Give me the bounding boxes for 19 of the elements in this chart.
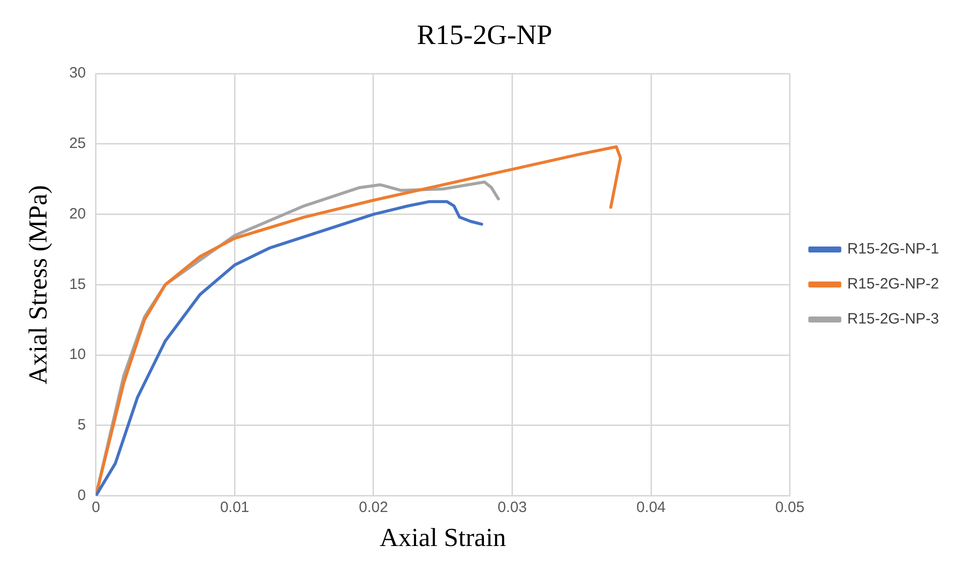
y-tick-label: 30 xyxy=(69,64,86,82)
y-tick-label: 15 xyxy=(69,276,86,293)
legend-label: R15-2G-NP-3 xyxy=(847,310,940,328)
y-axis-title: Axial Stress (MPa) xyxy=(23,185,52,384)
x-tick-label: 0.02 xyxy=(358,498,388,516)
x-tick-label: 0 xyxy=(92,498,100,516)
chart-title: R15-2G-NP xyxy=(416,20,552,52)
y-tick-label: 25 xyxy=(69,135,86,152)
x-tick-label: 0.01 xyxy=(220,498,250,516)
x-axis-title: Axial Strain xyxy=(380,523,506,552)
y-tick-label: 5 xyxy=(78,416,86,434)
x-tick-label: 0.05 xyxy=(775,498,804,516)
x-tick-label: 0.04 xyxy=(636,498,666,516)
x-tick-label: 0.03 xyxy=(498,498,527,516)
y-tick-label: 20 xyxy=(69,205,86,222)
legend-label: R15-2G-NP-2 xyxy=(847,276,940,293)
y-tick-label: 10 xyxy=(69,346,86,364)
legend-label: R15-2G-NP-1 xyxy=(847,240,940,258)
y-tick-label: 0 xyxy=(78,486,86,504)
